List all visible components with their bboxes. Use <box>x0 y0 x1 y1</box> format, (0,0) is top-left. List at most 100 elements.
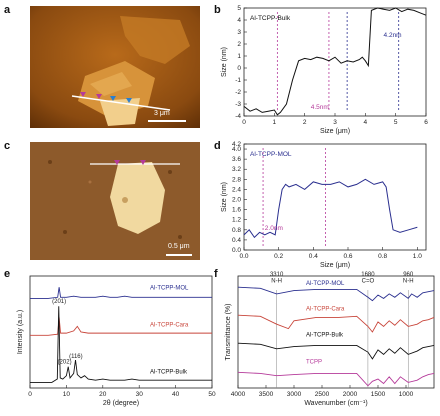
annotation: N-H <box>271 279 282 285</box>
annotation: 3310 <box>270 272 284 278</box>
y-tick-label: 4.0 <box>232 146 241 153</box>
chart-title: Al-TCPP-MOL <box>250 151 292 158</box>
x-tick-label: 0.2 <box>274 253 283 260</box>
annotation: (116) <box>69 354 83 360</box>
y-axis-label: Size (nm) <box>221 47 228 77</box>
series-label: Al-TCPP-Bulk <box>306 332 344 338</box>
x-axis-label: Size (μm) <box>320 128 350 135</box>
x-tick-label: 2500 <box>315 391 330 398</box>
series-label: Al-TCPP-Cara <box>150 322 189 328</box>
y-tick-label: 0.8 <box>232 227 241 234</box>
y-axis-label: Transmittance (%) <box>225 304 232 361</box>
series-line <box>237 314 435 333</box>
y-tick-label: 1 <box>237 53 241 60</box>
annotation: 960 <box>403 272 414 278</box>
x-tick-label: 1.0 <box>413 253 422 260</box>
x-tick-label: 40 <box>172 391 180 398</box>
plot-frame <box>237 275 435 389</box>
x-axis-label: Wavenumber (cm⁻¹) <box>304 400 367 407</box>
chart-e: 0 10 20 30 40 50 2θ (degree) Intensity (a.u.) Al… <box>17 275 216 407</box>
y-axis-label: Intensity (a.u.) <box>17 310 24 354</box>
series-label: TCPP <box>306 359 322 365</box>
x-tick-label: 0 <box>28 391 32 398</box>
panel-label-b: b <box>214 4 221 16</box>
x-tick-label: 2 <box>303 119 307 126</box>
x-tick-label: 10 <box>63 391 71 398</box>
annotation: 4.2nm <box>384 32 402 39</box>
x-tick-label: 30 <box>136 391 144 398</box>
x-tick-label: 0.4 <box>309 253 318 260</box>
x-tick-label: 0 <box>242 119 246 126</box>
series-label: Al-TCPP-Cara <box>306 307 345 313</box>
annotation: (201) <box>52 299 66 305</box>
x-axis-label: 2θ (degree) <box>103 400 139 407</box>
plot-frame <box>29 275 213 389</box>
y-tick-label: 4.2 <box>232 141 241 148</box>
y-axis-label: Size (nm) <box>221 182 228 212</box>
y-tick-label: 3 <box>237 29 241 36</box>
scale-bar-label: 0.5 μm <box>168 243 190 250</box>
afm-image-mol: 0.5 μm <box>30 142 200 260</box>
afm-image-bulk: 3 μm <box>30 6 200 128</box>
annotation: 2.0nm <box>265 225 283 232</box>
series-line <box>243 178 418 239</box>
y-tick-label: -1 <box>235 77 241 84</box>
panel-label-f: f <box>214 268 218 280</box>
y-tick-label: 3.6 <box>232 156 241 163</box>
panel-label-e: e <box>4 268 11 280</box>
y-tick-label: 1.2 <box>232 217 241 224</box>
series-label: Al-TCPP-Bulk <box>150 369 188 375</box>
x-tick-label: 5 <box>394 119 398 126</box>
plot-frame <box>243 143 427 251</box>
series-line <box>237 286 435 302</box>
y-tick-label: 0.0 <box>232 247 241 254</box>
x-tick-label: 3000 <box>287 391 302 398</box>
x-tick-label: 0.8 <box>378 253 387 260</box>
y-tick-label: 0.4 <box>232 237 241 244</box>
x-tick-label: 2000 <box>343 391 358 398</box>
x-tick-label: 4000 <box>231 391 246 398</box>
x-tick-label: 50 <box>208 391 216 398</box>
series-line <box>30 317 212 336</box>
x-tick-label: 3500 <box>259 391 274 398</box>
annotation: C=O <box>362 279 375 285</box>
annotation: 4.5nm <box>311 104 329 111</box>
chart-title: Al-TCPP-Bulk <box>250 15 291 22</box>
y-tick-label: 5 <box>237 5 241 12</box>
x-axis-label: Size (μm) <box>320 262 350 269</box>
y-tick-label: 0 <box>237 65 241 72</box>
scale-bar-label: 3 μm <box>154 110 170 117</box>
series-line <box>243 7 427 116</box>
chart-b: 0 1 2 3 4 5 6 -4 -3 -2 -1 0 1 2 3 4 5 Size (μm) Size (nm) A… <box>221 5 428 135</box>
series-label: Al-TCPP-MOL <box>150 285 189 291</box>
y-tick-label: -3 <box>235 101 241 108</box>
x-tick-label: 20 <box>99 391 107 398</box>
panel-label-d: d <box>214 140 221 152</box>
annotation: N-H <box>403 279 414 285</box>
y-tick-label: -4 <box>235 113 241 120</box>
chart-d: 0.0 0.2 0.4 0.6 0.8 1.0 0.0 0.4 0.8 1.2 1.6 2.0 2.4 2… <box>221 141 427 269</box>
x-tick-label: 1500 <box>371 391 386 398</box>
y-tick-label: 3.2 <box>232 166 241 173</box>
annotation: 1680 <box>361 272 375 278</box>
x-tick-label: 1 <box>273 119 277 126</box>
y-tick-label: 2.0 <box>232 197 241 204</box>
y-tick-label: 2.8 <box>232 176 241 183</box>
y-tick-label: 2.4 <box>232 186 241 193</box>
annotation: (202) <box>58 359 72 365</box>
series-line <box>237 342 435 360</box>
series-line <box>237 371 435 387</box>
chart-f: 4000 3500 3000 2500 2000 1500 1000 Wavenumber (… <box>225 272 435 407</box>
x-tick-label: 3 <box>333 119 337 126</box>
x-tick-label: 4 <box>364 119 368 126</box>
y-tick-label: 1.6 <box>232 207 241 214</box>
series-line <box>30 287 212 299</box>
y-tick-label: 2 <box>237 41 241 48</box>
x-tick-label: 6 <box>424 119 428 126</box>
x-tick-label: 0.0 <box>239 253 248 260</box>
series-line <box>30 306 212 383</box>
y-tick-label: 4 <box>237 17 241 24</box>
x-tick-label: 0.6 <box>343 253 352 260</box>
series-label: Al-TCPP-MOL <box>306 281 345 287</box>
panel-label-c: c <box>4 140 11 152</box>
